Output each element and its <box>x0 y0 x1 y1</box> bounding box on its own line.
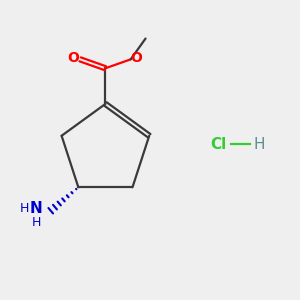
Text: H: H <box>254 136 265 152</box>
Text: O: O <box>68 51 80 65</box>
Text: Cl: Cl <box>210 136 226 152</box>
Text: N: N <box>30 201 43 216</box>
Text: H: H <box>20 202 29 214</box>
Text: O: O <box>130 51 142 65</box>
Text: H: H <box>32 216 41 229</box>
